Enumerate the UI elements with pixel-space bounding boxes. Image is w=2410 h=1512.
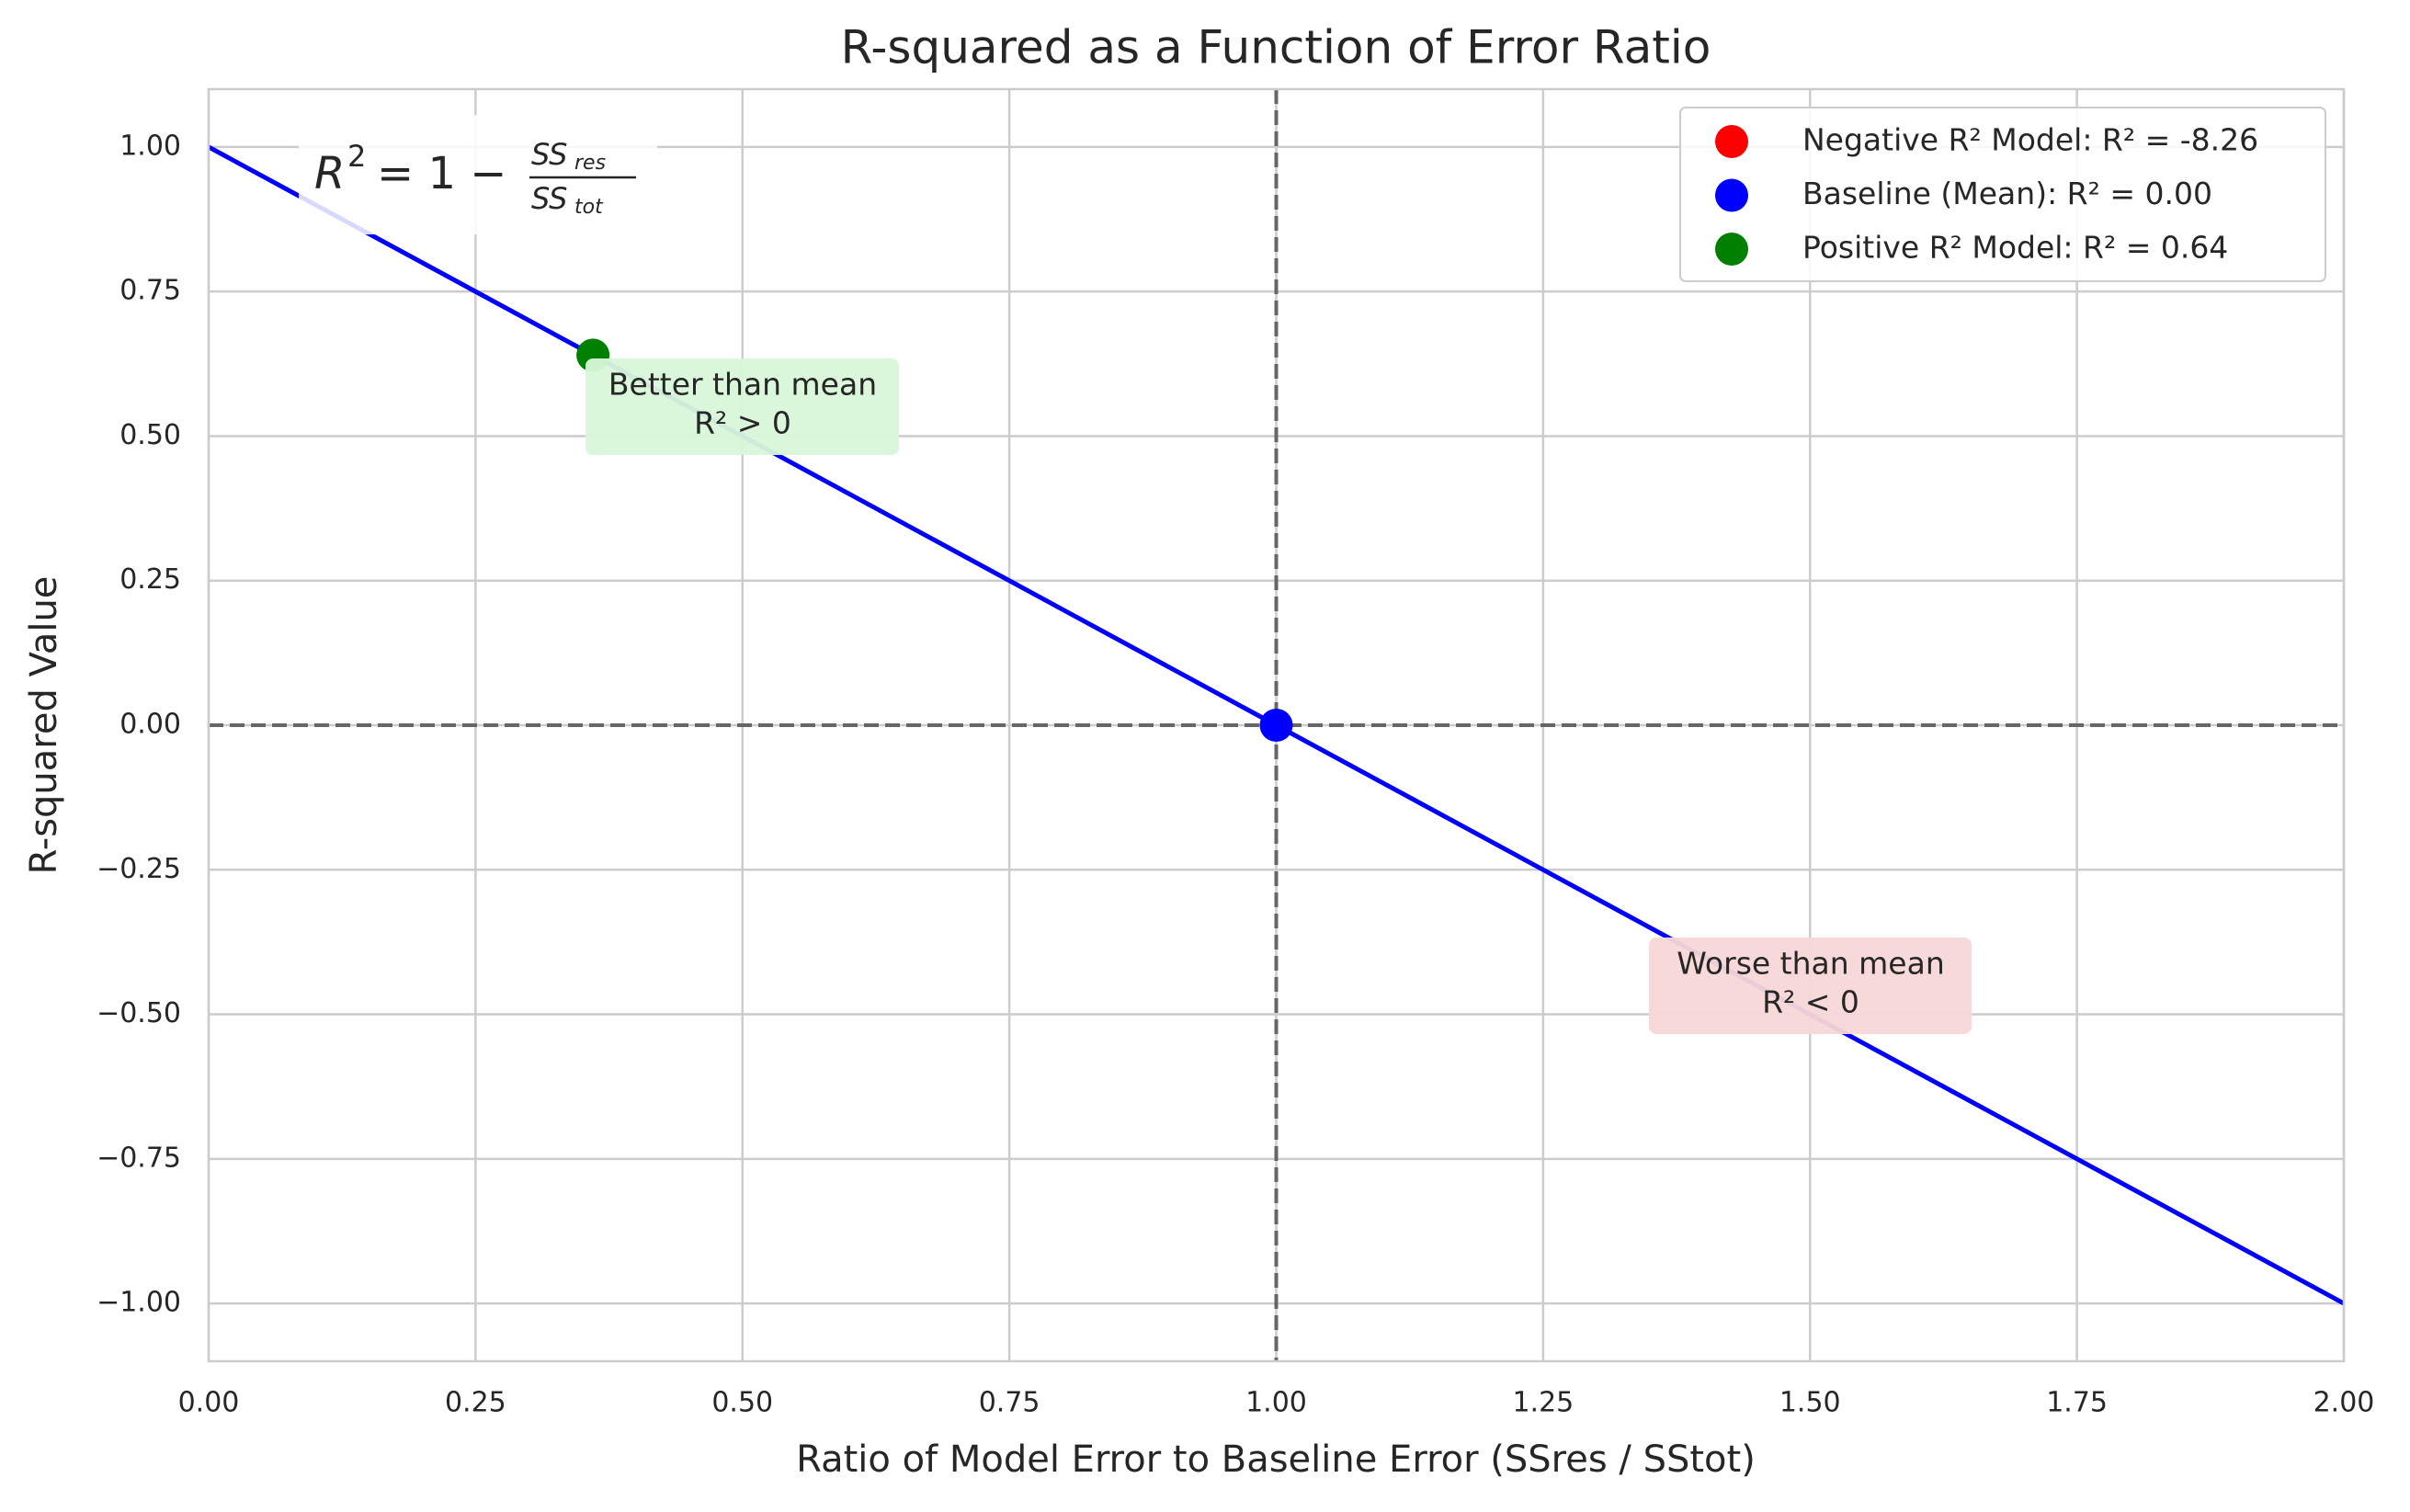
formula-num-sub: res: [574, 152, 606, 175]
y-tick-label: −0.25: [97, 853, 181, 885]
x-tick-label: 0.25: [445, 1387, 506, 1419]
y-tick-label: −1.00: [97, 1287, 181, 1319]
plot-border: [207, 87, 2346, 1363]
annotation-text: Worse than mean: [1677, 946, 1945, 982]
x-tick-label: 1.00: [1245, 1387, 1307, 1419]
x-axis-label: Ratio of Model Error to Baseline Error (…: [796, 1438, 1756, 1481]
formula-den: SS: [531, 181, 567, 216]
legend-marker: [1715, 233, 1748, 266]
legend-label: Negative R² Model: R² = -8.26: [1802, 122, 2258, 158]
y-tick-label: 0.50: [119, 419, 181, 451]
x-tick-label: 0.50: [711, 1387, 773, 1419]
annotation-text: R² > 0: [694, 405, 791, 441]
y-tick-label: 0.25: [119, 563, 181, 596]
formula-r: R: [314, 148, 345, 199]
overlay: 0.00 0.25 0.50 0.75 1.00 1.25 1.50 1.75 2.00 −1.0…: [97, 107, 2375, 1419]
data-point: [1259, 709, 1293, 742]
legend-marker: [1715, 178, 1748, 212]
formula-eq: = 1 −: [377, 148, 507, 199]
chart-title: R-squared as a Function of Error Ratio: [841, 21, 1711, 74]
x-tick-label: 2.00: [2313, 1387, 2375, 1419]
formula-den-sub: tot: [574, 196, 604, 219]
y-tick-label: −0.75: [97, 1142, 181, 1174]
x-tick-label: 1.25: [1512, 1387, 1574, 1419]
x-tick-label: 1.50: [1779, 1387, 1841, 1419]
annotation-text: Better than mean: [608, 367, 877, 403]
legend-marker: [1715, 125, 1748, 158]
formula-exp: 2: [347, 139, 366, 174]
legend-label: Positive R² Model: R² = 0.64: [1802, 230, 2228, 266]
annotation-box: [1649, 938, 1972, 1034]
annotation-text: R² < 0: [1762, 984, 1859, 1020]
y-tick-label: 1.00: [119, 130, 181, 162]
plot-area: [209, 89, 2344, 1361]
y-axis-label: R-squared Value: [23, 576, 65, 875]
x-tick-label: 1.75: [2046, 1387, 2108, 1419]
x-tick-label: 0.75: [979, 1387, 1040, 1419]
formula-num: SS: [531, 137, 567, 172]
annotation-box: [585, 358, 899, 455]
y-tick-label: 0.00: [119, 709, 181, 741]
x-tick-label: 0.00: [178, 1387, 240, 1419]
y-tick-label: −0.50: [97, 997, 181, 1029]
formula-box: [299, 115, 657, 234]
legend-label: Baseline (Mean): R² = 0.00: [1802, 176, 2212, 211]
legend-box: [1679, 107, 2326, 282]
y-tick-label: 0.75: [119, 275, 181, 307]
